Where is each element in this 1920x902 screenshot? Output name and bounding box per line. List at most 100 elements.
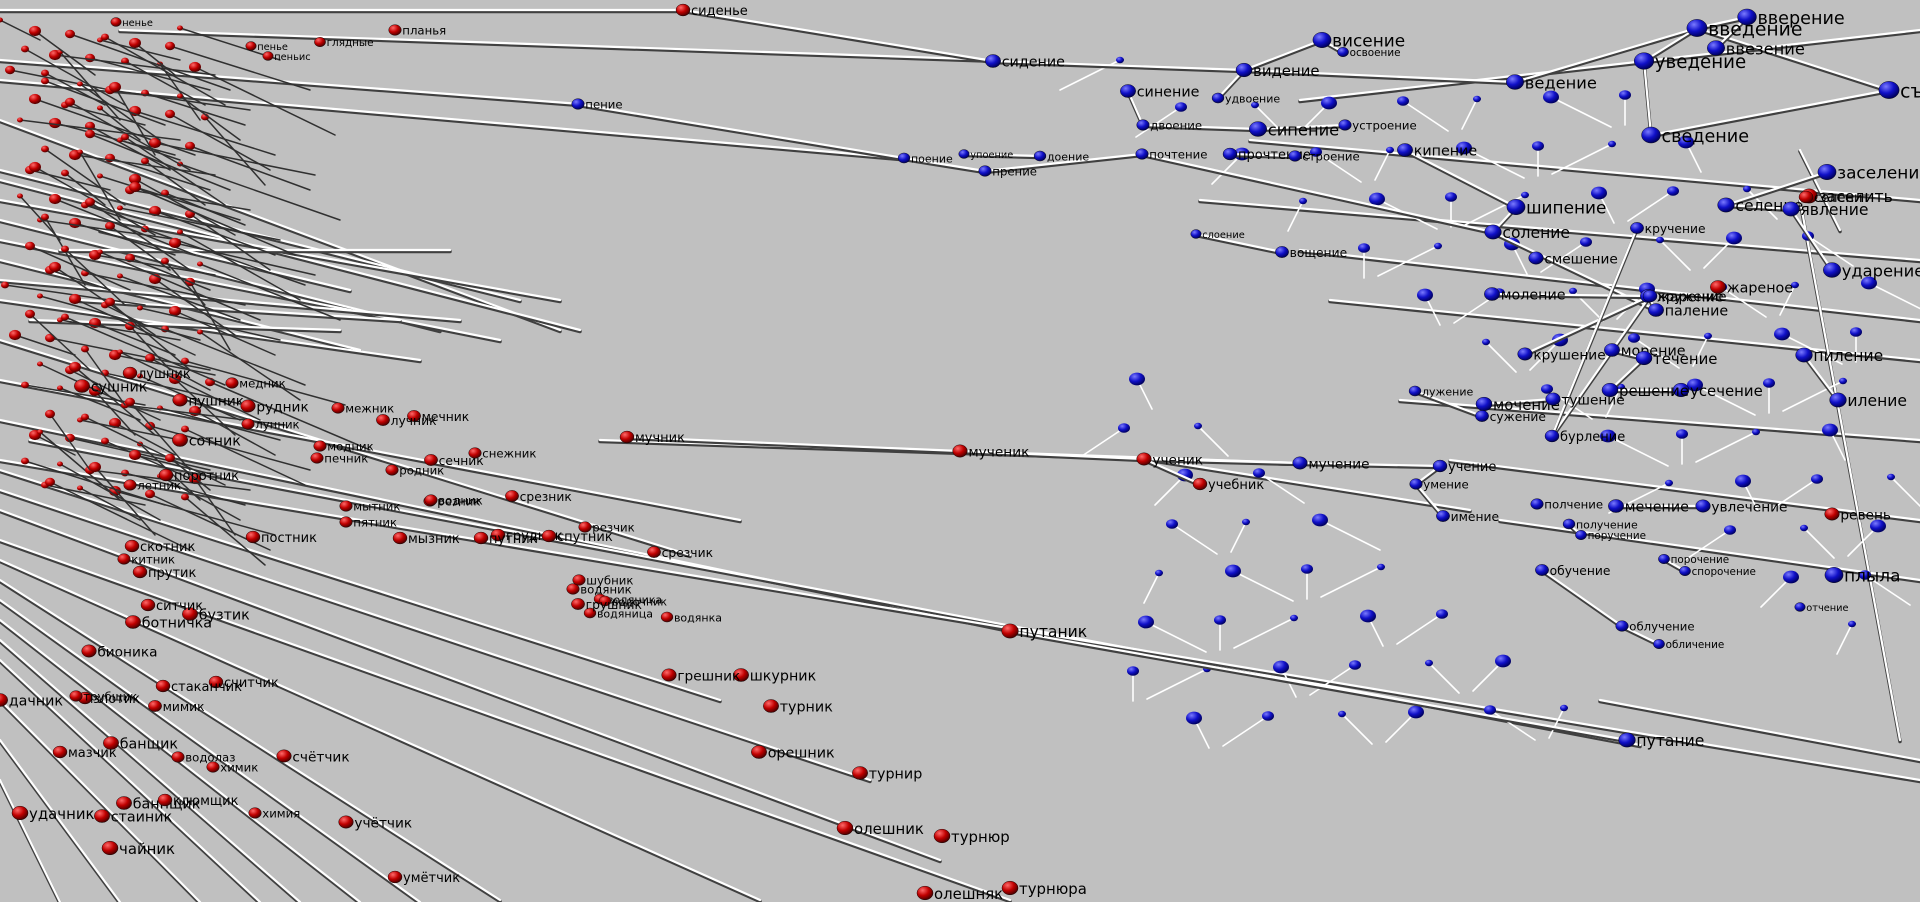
node-n102[interactable]: [541, 529, 557, 543]
node-n138[interactable]: [158, 468, 174, 482]
node-n51[interactable]: [1575, 530, 1587, 540]
node-n67[interactable]: [1517, 347, 1533, 361]
node-n85[interactable]: [407, 410, 421, 422]
node-n80[interactable]: [647, 546, 661, 558]
node-n121[interactable]: [387, 870, 403, 884]
node-n136[interactable]: [124, 539, 140, 553]
node-n15[interactable]: [1338, 119, 1352, 131]
node-n61[interactable]: [1717, 197, 1735, 213]
node-n133[interactable]: [182, 607, 198, 621]
node-n16[interactable]: [1135, 148, 1149, 160]
node-n30[interactable]: [1484, 224, 1502, 240]
node-n72[interactable]: [1136, 452, 1152, 466]
node-n111[interactable]: [661, 668, 677, 682]
node-n57[interactable]: [1618, 732, 1636, 748]
node-n68[interactable]: [1642, 289, 1658, 303]
node-n78[interactable]: [1798, 190, 1814, 204]
node-n56[interactable]: [1653, 639, 1665, 649]
node-n60[interactable]: [1817, 164, 1837, 180]
node-n95[interactable]: [424, 494, 438, 506]
node-n69[interactable]: [1544, 429, 1560, 443]
node-n131[interactable]: [94, 809, 110, 823]
node-n100[interactable]: [490, 528, 506, 542]
node-n105[interactable]: [583, 607, 597, 619]
node-n89[interactable]: [240, 399, 256, 413]
node-n120[interactable]: [338, 815, 354, 829]
node-n124[interactable]: [148, 700, 162, 712]
node-n132[interactable]: [125, 615, 141, 629]
node-n53[interactable]: [1658, 554, 1670, 564]
node-n71[interactable]: [952, 444, 968, 458]
node-n12[interactable]: [1337, 47, 1349, 57]
node-n42[interactable]: [1408, 385, 1422, 397]
node-n142[interactable]: [122, 366, 138, 380]
node-n25[interactable]: [1707, 40, 1725, 56]
node-n88[interactable]: [172, 393, 188, 407]
node-n24[interactable]: [1737, 8, 1757, 26]
node-n44[interactable]: [1432, 459, 1448, 473]
node-n130[interactable]: [11, 805, 29, 821]
node-n123[interactable]: [248, 807, 262, 819]
node-n48[interactable]: [1608, 499, 1624, 513]
node-n2[interactable]: [985, 54, 1001, 68]
node-n86[interactable]: [376, 414, 390, 426]
node-n14[interactable]: [1249, 121, 1267, 137]
node-n58[interactable]: [1824, 567, 1844, 583]
node-n64[interactable]: [1823, 262, 1841, 278]
node-n36[interactable]: [1635, 350, 1653, 366]
node-n50[interactable]: [1562, 518, 1576, 530]
node-n103[interactable]: [566, 583, 580, 595]
node-n139[interactable]: [172, 433, 188, 447]
node-n76[interactable]: [1824, 507, 1840, 521]
node-n97[interactable]: [339, 516, 353, 528]
node-n38[interactable]: [1601, 382, 1619, 398]
node-n122[interactable]: [206, 761, 220, 773]
node-n74[interactable]: [619, 430, 635, 444]
node-n94[interactable]: [424, 454, 438, 466]
node-n54[interactable]: [1679, 566, 1691, 576]
node-n26[interactable]: [1878, 81, 1900, 99]
node-n17[interactable]: [1222, 147, 1238, 161]
node-n106[interactable]: [660, 611, 674, 623]
node-n151[interactable]: [69, 690, 83, 702]
node-n45[interactable]: [1409, 478, 1423, 490]
node-n107[interactable]: [598, 595, 612, 607]
node-n31[interactable]: [1648, 303, 1664, 317]
node-n19[interactable]: [1190, 229, 1202, 239]
node-n35[interactable]: [1604, 343, 1620, 357]
node-n29[interactable]: [1506, 199, 1526, 215]
node-n141[interactable]: [74, 379, 90, 393]
node-n13[interactable]: [1211, 92, 1225, 104]
node-n127[interactable]: [116, 796, 132, 810]
node-n37[interactable]: [1672, 382, 1690, 398]
node-n70[interactable]: [1630, 222, 1644, 234]
node-n6[interactable]: [1033, 150, 1047, 162]
node-n145[interactable]: [245, 41, 257, 51]
node-n98[interactable]: [245, 530, 261, 544]
node-n147[interactable]: [110, 17, 122, 27]
node-n28[interactable]: [1397, 143, 1413, 157]
node-n10[interactable]: [1235, 62, 1253, 78]
node-n90[interactable]: [241, 418, 255, 430]
node-n152[interactable]: [52, 745, 68, 759]
node-n79[interactable]: [578, 521, 592, 533]
node-n129[interactable]: [0, 693, 8, 707]
node-n137[interactable]: [117, 553, 131, 565]
node-n73[interactable]: [1192, 477, 1208, 491]
node-n27[interactable]: [1641, 126, 1661, 144]
node-n148[interactable]: [81, 644, 97, 658]
node-n116[interactable]: [933, 828, 951, 844]
node-n99[interactable]: [392, 531, 408, 545]
node-n140[interactable]: [123, 479, 137, 491]
node-n81[interactable]: [505, 490, 519, 502]
node-n52[interactable]: [1535, 564, 1549, 576]
node-n118[interactable]: [1001, 880, 1019, 896]
node-n146[interactable]: [262, 51, 274, 61]
node-n92[interactable]: [310, 452, 324, 464]
node-n135[interactable]: [132, 565, 148, 579]
node-n115[interactable]: [836, 820, 854, 836]
node-n126[interactable]: [103, 736, 119, 750]
node-n32[interactable]: [1484, 287, 1500, 301]
node-n11[interactable]: [1312, 32, 1332, 48]
